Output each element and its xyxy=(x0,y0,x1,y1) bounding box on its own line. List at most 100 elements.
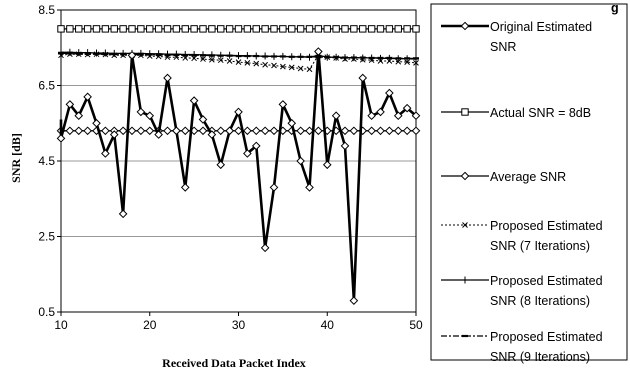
series-1-point-34 xyxy=(350,25,358,33)
legend-label-3-0: Proposed Estimated xyxy=(490,219,603,233)
legend-label-3-1: SNR (7 Iterations) xyxy=(490,239,590,253)
series-4-point-21 xyxy=(235,52,242,60)
series-4-point-23 xyxy=(253,52,260,60)
series-0-point-33 xyxy=(340,141,350,151)
series-1-point-19 xyxy=(217,25,225,33)
series-1-point-40 xyxy=(403,25,411,33)
series-4-point-2 xyxy=(66,48,73,56)
series-1-point-33 xyxy=(341,25,349,33)
series-0-point-23 xyxy=(251,141,261,151)
series-4-point-34 xyxy=(350,54,357,62)
series-0-point-28 xyxy=(296,156,305,166)
series-2-point-36 xyxy=(367,126,376,136)
series-line-0 xyxy=(59,50,417,302)
series-1-point-18 xyxy=(208,25,216,33)
series-4-point-38 xyxy=(386,54,393,62)
series-4-point-1 xyxy=(58,48,64,56)
series-4-point-29 xyxy=(306,53,313,61)
legend-label-0-1: SNR xyxy=(490,40,516,54)
series-4-point-36 xyxy=(368,54,375,62)
series-4-point-40 xyxy=(404,55,411,63)
series-4-point-15 xyxy=(182,51,189,59)
series-2-point-40 xyxy=(402,126,412,136)
legend-item-1: Actual SNR = 8dB xyxy=(441,106,591,120)
y-tick-label-3: 6.5 xyxy=(38,79,55,93)
series-1-point-28 xyxy=(296,25,305,33)
series-2-point-10 xyxy=(136,126,146,136)
series-2-point-34 xyxy=(349,126,359,136)
legend-partial-text: g xyxy=(611,1,619,15)
legend-label-4-0: Proposed Estimated xyxy=(490,274,603,288)
legend-marker-4 xyxy=(462,276,468,284)
series-3-point-41 xyxy=(413,59,419,66)
series-0-point-24 xyxy=(260,243,270,253)
x-tick-label-1: 20 xyxy=(143,318,157,332)
series-3-point-16 xyxy=(191,55,197,62)
series-4-point-41 xyxy=(413,55,419,63)
series-0-point-3 xyxy=(74,111,84,121)
series-0-point-40 xyxy=(402,103,412,113)
series-4-point-11 xyxy=(146,50,153,58)
series-1-point-9 xyxy=(128,25,136,33)
series-2-point-17 xyxy=(198,126,208,136)
series-2-point-28 xyxy=(296,126,305,136)
series-0-point-13 xyxy=(163,73,172,83)
series-0-point-6 xyxy=(101,149,110,158)
series-1-point-5 xyxy=(92,25,101,33)
series-2-point-21 xyxy=(234,126,243,136)
series-1-point-17 xyxy=(199,25,207,33)
series-4-point-16 xyxy=(191,51,198,59)
series-4-point-13 xyxy=(164,50,171,58)
series-0-point-38 xyxy=(385,88,394,98)
series-4-point-31 xyxy=(324,53,331,61)
x-axis-ticks: 10 20 30 40 50 xyxy=(54,312,423,332)
series-4-point-25 xyxy=(271,52,277,60)
series-0-point-2 xyxy=(65,100,75,109)
series-4-point-17 xyxy=(200,51,206,59)
series-3-point-19 xyxy=(217,57,224,64)
series-1-point-1 xyxy=(57,25,65,33)
x-tick-label-2: 30 xyxy=(232,318,246,332)
series-0-point-36 xyxy=(367,111,376,121)
series-3-point-21 xyxy=(235,59,242,65)
series-2-point-23 xyxy=(251,126,261,136)
series-3-point-18 xyxy=(209,56,215,63)
legend-box xyxy=(430,3,628,361)
series-1-point-24 xyxy=(261,25,269,33)
series-2-point-30 xyxy=(314,126,323,136)
series-1-point-32 xyxy=(332,25,340,33)
series-4-point-35 xyxy=(359,54,366,62)
series-0-point-20 xyxy=(225,126,234,136)
series-0-point-21 xyxy=(234,107,243,117)
series-0-point-30 xyxy=(314,47,323,56)
series-3-point-22 xyxy=(244,59,251,66)
series-2-point-38 xyxy=(385,126,394,136)
series-1-point-36 xyxy=(367,25,376,33)
series-0-point-7 xyxy=(109,130,119,139)
series-2-point-4 xyxy=(83,126,92,136)
x-tick-label-3: 40 xyxy=(321,318,335,332)
series-1-point-41 xyxy=(412,25,420,33)
series-0-point-27 xyxy=(287,118,297,128)
series-4-point-27 xyxy=(288,53,295,61)
legend-label-5-1: SNR (9 Iterations) xyxy=(490,350,590,364)
series-0-point-26 xyxy=(278,100,288,109)
x-axis-label: Received Data Packet Index xyxy=(162,356,306,370)
series-1-point-15 xyxy=(181,25,189,33)
y-tick-label-2: 4.5 xyxy=(38,154,55,168)
series-1-point-2 xyxy=(66,25,74,33)
series-0-point-22 xyxy=(243,149,252,158)
series-2-point-11 xyxy=(145,126,155,136)
series-1-point-38 xyxy=(385,25,394,33)
legend-label-0-0: Original Estimated xyxy=(490,20,592,34)
series-3-point-27 xyxy=(288,64,295,71)
series-0-point-1 xyxy=(56,134,66,143)
legend-marker-0 xyxy=(460,21,470,31)
series-3-point-29 xyxy=(306,66,313,73)
series-0-point-11 xyxy=(145,111,155,121)
series-3-point-24 xyxy=(262,61,268,68)
legend-item-0: Original Estimated SNR xyxy=(441,20,592,54)
series-1-point-6 xyxy=(101,25,110,33)
legend-item-5: Proposed Estimated SNR (9 Iterations) xyxy=(441,330,603,364)
series-1-point-23 xyxy=(252,25,260,33)
